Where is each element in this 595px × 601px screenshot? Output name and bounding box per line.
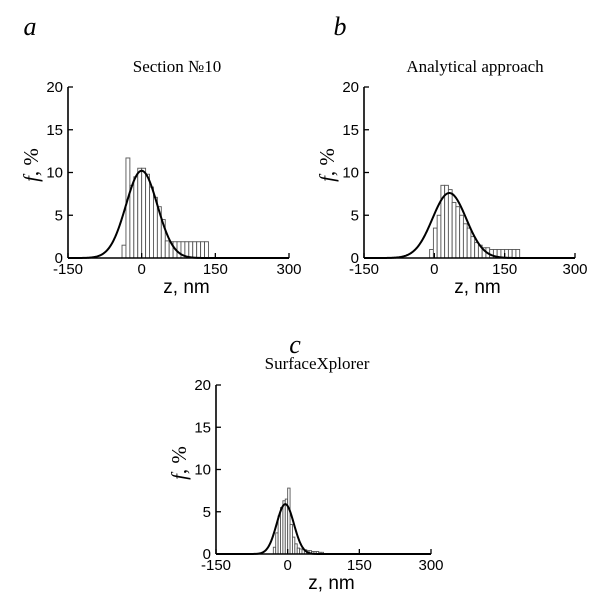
y-tick-label: 15 <box>194 419 211 436</box>
x-tick-label: 0 <box>283 557 291 574</box>
y-axis-label-symbol: f <box>315 173 339 182</box>
histogram-bar <box>137 167 143 259</box>
histogram-bar <box>164 240 170 259</box>
x-tick-label: 0 <box>430 261 438 278</box>
gaussian-fit-curve <box>216 503 431 555</box>
histogram-bar <box>451 201 457 259</box>
y-tick-label: 15 <box>46 122 63 139</box>
x-axis-label: z, nm <box>308 573 354 594</box>
y-tick-label: 20 <box>194 377 211 394</box>
y-tick-label: 5 <box>351 207 359 224</box>
y-tick-label: 20 <box>46 79 63 96</box>
y-axis-label: f, % <box>19 148 43 182</box>
histogram-bar <box>474 242 479 259</box>
histogram-bar <box>447 189 453 259</box>
x-tick-label: 300 <box>276 261 301 278</box>
histogram-bar <box>515 248 521 259</box>
x-tick-label: 0 <box>137 261 145 278</box>
panel-title: Section №10 <box>133 57 221 76</box>
histogram-bar <box>455 206 461 259</box>
y-axis-label-symbol: f <box>167 471 191 480</box>
histogram-bar <box>145 173 150 259</box>
panel-letter: b <box>334 12 347 41</box>
x-tick-label: 300 <box>562 261 587 278</box>
histogram-bar <box>507 248 513 259</box>
histogram-bar <box>466 227 472 259</box>
histogram-bar <box>436 214 442 259</box>
y-tick-label: 0 <box>55 250 63 267</box>
y-axis-label-unit: , % <box>167 446 191 474</box>
panel-letter: c <box>289 330 301 359</box>
y-axis-label-unit: , % <box>315 148 339 176</box>
y-tick-label: 5 <box>55 207 63 224</box>
panel-letter: a <box>24 12 37 41</box>
y-tick-label: 5 <box>203 504 211 521</box>
histogram-bar <box>470 236 476 259</box>
histogram-bar <box>149 186 154 259</box>
x-tick-label: 150 <box>492 261 517 278</box>
x-tick-label: -150 <box>53 261 83 278</box>
histogram-bar <box>133 176 139 259</box>
histogram-bar <box>121 244 127 259</box>
x-tick-label: -150 <box>201 557 231 574</box>
x-axis-label: z, nm <box>454 277 500 298</box>
histogram-bar <box>204 241 209 259</box>
histogram-bar <box>511 248 517 259</box>
y-tick-label: 15 <box>342 122 359 139</box>
x-tick-label: 300 <box>418 557 443 574</box>
histogram-bar <box>462 223 468 259</box>
histogram-bar <box>196 241 202 259</box>
histogram-bar <box>200 241 205 259</box>
histogram-bar <box>459 214 464 259</box>
histogram-bar <box>141 167 147 259</box>
panel-title: Analytical approach <box>406 57 544 76</box>
y-axis-label: f, % <box>167 446 191 480</box>
panel-title: SurfaceXplorer <box>265 354 370 373</box>
x-tick-label: -150 <box>349 261 379 278</box>
y-tick-label: 10 <box>194 462 211 479</box>
y-tick-label: 0 <box>203 546 211 563</box>
histogram-bar <box>188 241 194 259</box>
y-axis-label-symbol: f <box>19 173 43 182</box>
y-axis-label: f, % <box>315 148 339 182</box>
y-tick-label: 20 <box>342 79 359 96</box>
x-tick-label: 150 <box>347 557 372 574</box>
y-tick-label: 10 <box>342 165 359 182</box>
y-tick-label: 0 <box>351 250 359 267</box>
histogram-bar <box>125 157 131 259</box>
histogram-bar <box>192 241 198 259</box>
histogram-bar <box>129 184 135 259</box>
histogram-bar <box>176 241 182 259</box>
y-axis-label-unit: , % <box>19 148 43 176</box>
y-tick-label: 10 <box>46 165 63 182</box>
x-tick-label: 150 <box>203 261 228 278</box>
x-axis-label: z, nm <box>163 277 209 298</box>
histogram-bar <box>429 248 434 259</box>
